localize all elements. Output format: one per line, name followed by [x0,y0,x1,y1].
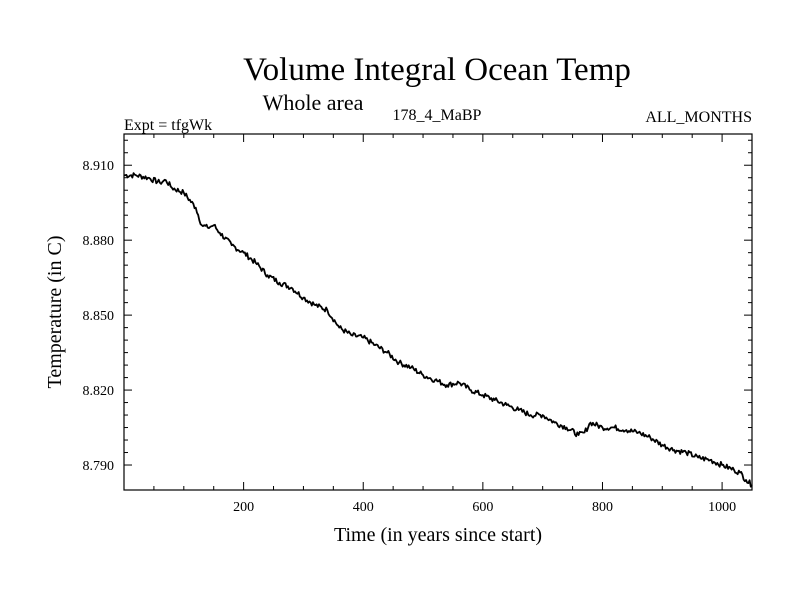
x-axis-ticks: 200 400 600 800 1000 [153,134,736,515]
header-left: Expt = tfgWk [124,117,212,134]
y-tick-label: 8.790 [83,459,115,474]
x-tick-label: 400 [353,500,374,515]
header-center: 178_4_MaBP [393,107,482,124]
x-tick-label: 800 [592,500,613,515]
header-right: ALL_MONTHS [645,109,752,126]
series-line [123,172,753,488]
x-tick-label: 1000 [708,500,736,515]
chart-title: Volume Integral Ocean Temp [243,52,631,88]
x-axis-label: Time (in years since start) [334,524,542,546]
y-axis-ticks: 8.790 8.820 8.850 8.880 8.910 [83,139,752,474]
y-tick-label: 8.820 [83,384,115,399]
chart-subtitle: Whole area [263,90,364,115]
y-tick-label: 8.910 [83,159,115,174]
x-tick-label: 200 [233,500,254,515]
y-tick-label: 8.850 [83,309,115,324]
plot-frame [123,133,753,491]
series-layer [123,172,753,488]
x-tick-label: 600 [472,500,493,515]
y-tick-label: 8.880 [83,234,115,249]
y-axis-label: Temperature (in C) [44,236,66,389]
